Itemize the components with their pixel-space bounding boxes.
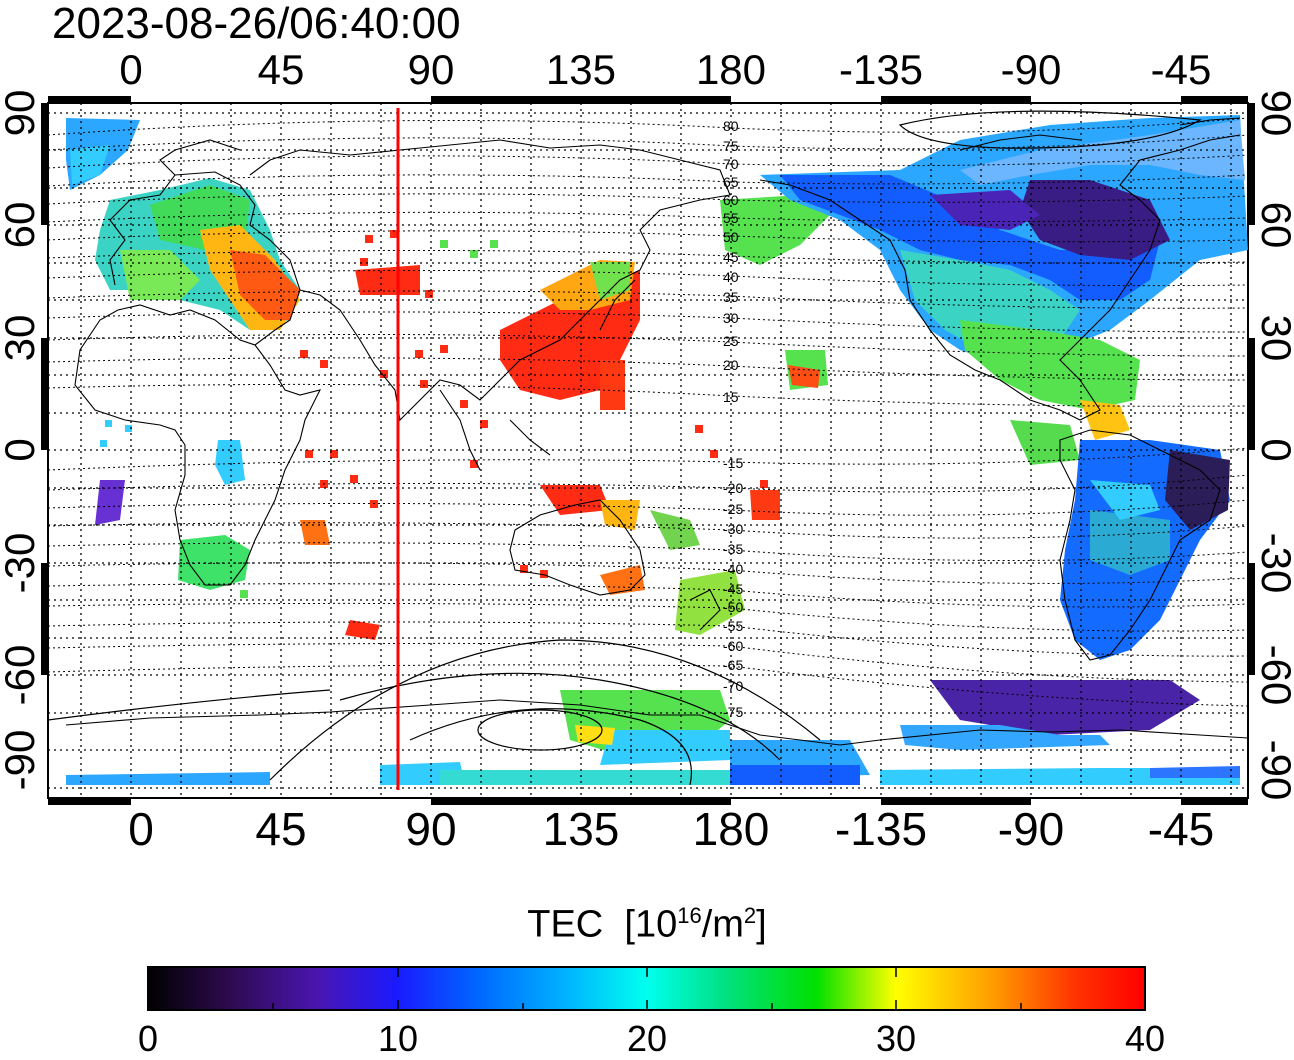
magnetic-latitude-contours [48, 117, 1248, 707]
contour-label: 45 [723, 249, 739, 265]
top-longitude-labels: 0 45 90 135 180 -135 -90 -45 [119, 46, 1211, 93]
lat-tick-left: 0 [0, 438, 43, 461]
contour-label: -30 [723, 521, 743, 537]
lat-tick-left: 60 [0, 202, 43, 249]
lon-tick-top: 180 [696, 46, 766, 93]
lat-tick-right: 90 [1253, 90, 1294, 137]
lon-tick-bottom: -135 [835, 803, 927, 855]
contour-label: -55 [723, 618, 743, 634]
contour-label: 25 [723, 333, 739, 349]
colorbar-label: TEC [527, 903, 604, 946]
lon-tick-top: 135 [546, 46, 616, 93]
contour-label: 30 [723, 310, 739, 326]
lat-tick-left: -30 [0, 533, 43, 594]
contour-labels: 80 75 70 65 60 55 50 45 40 35 30 25 20 1… [723, 118, 743, 720]
bottom-longitude-labels: 0 45 90 135 180 -135 -90 -45 [128, 803, 1214, 855]
contour-label: 15 [723, 389, 739, 405]
lon-tick-bottom: 180 [693, 803, 770, 855]
lon-tick-top: -135 [839, 46, 923, 93]
colorbar-tick-label: 0 [137, 1018, 159, 1059]
lat-tick-right: 60 [1253, 202, 1294, 249]
map-timestamp-title: 2023-08-26/06:40:00 [52, 0, 461, 48]
coastlines [65, 117, 1248, 746]
graticule [48, 103, 1248, 798]
contour-label: -40 [723, 561, 743, 577]
contour-label: 65 [723, 174, 739, 190]
lat-tick-left: 30 [0, 315, 43, 362]
contour-label: 40 [723, 269, 739, 285]
solid-contours [48, 110, 1202, 786]
lon-tick-bottom: 90 [405, 803, 456, 855]
contour-label: -45 [723, 581, 743, 597]
lat-tick-left: 90 [0, 90, 43, 137]
contour-label: 55 [723, 210, 739, 226]
colorbar-title: TEC [1016/m2] [527, 903, 767, 946]
contour-label: -25 [723, 501, 743, 517]
lon-tick-bottom: 45 [255, 803, 306, 855]
colorbar-tick-label: 30 [875, 1018, 917, 1059]
contour-label: 60 [723, 192, 739, 208]
lat-tick-right: 30 [1253, 315, 1294, 362]
lon-tick-bottom: -45 [1148, 803, 1214, 855]
lat-tick-right: -90 [1253, 740, 1294, 801]
contour-label: -65 [723, 657, 743, 673]
frame-ticks [41, 96, 1255, 805]
colorbar-unit-exp: 16 [677, 903, 702, 928]
contour-label: -60 [723, 638, 743, 654]
lon-tick-bottom: -90 [998, 803, 1064, 855]
lat-tick-right: 0 [1253, 438, 1294, 461]
contour-label: 35 [723, 289, 739, 305]
lat-tick-right: -60 [1253, 645, 1294, 706]
lat-tick-left: -90 [0, 730, 43, 791]
contour-label: 20 [723, 357, 739, 373]
left-latitude-labels: 90 60 30 0 -30 -60 -90 [0, 90, 43, 791]
lat-tick-right: -30 [1253, 533, 1294, 594]
contour-label: -15 [723, 455, 743, 471]
contour-label: 80 [723, 118, 739, 134]
lon-tick-bottom: 0 [128, 803, 154, 855]
contour-label: -75 [723, 704, 743, 720]
colorbar-tick-label: 20 [626, 1018, 668, 1059]
colorbar-unit-tail: /m [701, 903, 744, 946]
colorbar-tick-label: 10 [377, 1018, 419, 1059]
lon-tick-top: 90 [408, 46, 455, 93]
contour-label: 75 [723, 138, 739, 154]
lon-tick-top: 0 [119, 46, 142, 93]
lon-tick-top: -45 [1151, 46, 1212, 93]
contour-label: -50 [723, 599, 743, 615]
colorbar-unit-base: 10 [634, 903, 678, 946]
colorbar-ticks [147, 967, 1022, 1010]
lon-tick-bottom: 135 [543, 803, 620, 855]
lon-tick-top: -90 [1001, 46, 1062, 93]
contour-label: -35 [723, 541, 743, 557]
colorbar-unit-tail-exp: 2 [743, 903, 757, 928]
lon-tick-top: 45 [258, 46, 305, 93]
tec-data-patches [66, 115, 1248, 785]
contour-label: -70 [723, 678, 743, 694]
contour-label: 50 [723, 229, 739, 245]
lat-tick-left: -60 [0, 645, 43, 706]
contour-label: 70 [723, 156, 739, 172]
colorbar-tick-label: 40 [1124, 1018, 1166, 1059]
right-latitude-labels: 90 60 30 0 -30 -60 -90 [1253, 90, 1294, 801]
contour-label: -20 [723, 480, 743, 496]
